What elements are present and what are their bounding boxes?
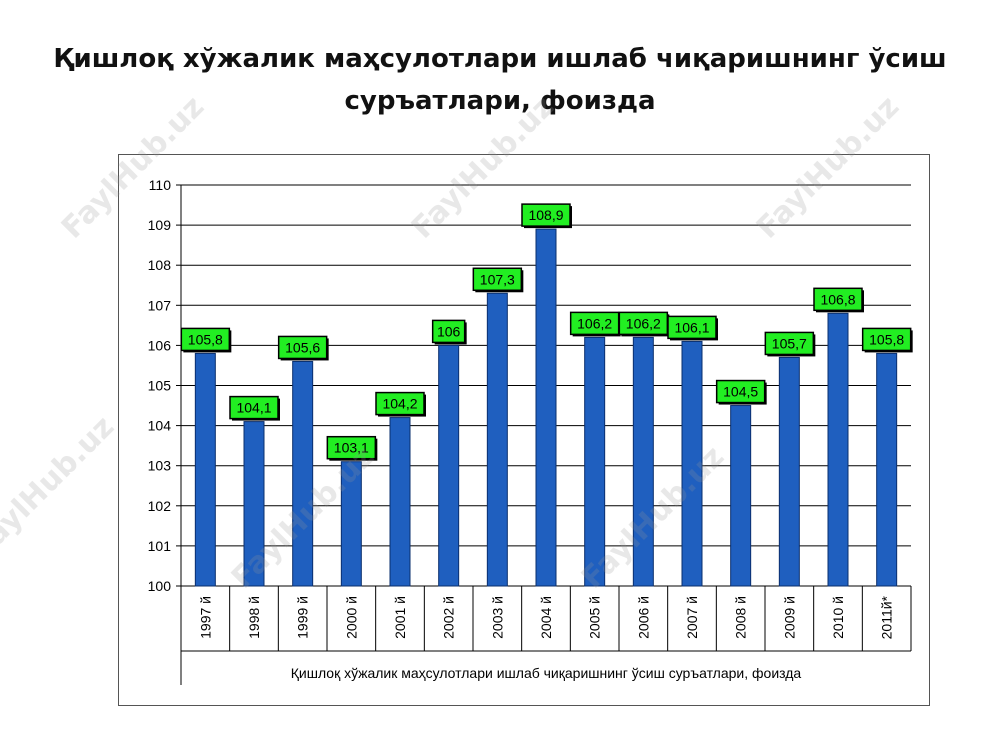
data-label: 106,8 xyxy=(820,291,855,307)
category-label: 2006 й xyxy=(635,596,651,639)
bar xyxy=(292,360,314,587)
category-label: 2001 й xyxy=(392,596,408,639)
data-label-box xyxy=(431,319,466,344)
data-label-box xyxy=(472,267,523,292)
x-axis-title: Қишлоқ хўжалик маҳсулотлари ишлаб чиқари… xyxy=(291,665,802,681)
data-label: 104,5 xyxy=(723,384,758,400)
data-label-box xyxy=(375,391,425,416)
bar xyxy=(632,336,654,587)
y-tick-label: 101 xyxy=(148,538,172,554)
data-label-box xyxy=(229,395,279,420)
category-label: 1999 й xyxy=(295,596,311,639)
category-label: 2007 й xyxy=(684,596,700,639)
bar xyxy=(876,352,898,587)
data-label-box xyxy=(667,315,717,340)
y-tick-label: 110 xyxy=(149,177,172,193)
y-tick-label: 107 xyxy=(148,297,172,313)
data-label-box xyxy=(813,287,863,312)
category-label: 2008 й xyxy=(733,596,749,639)
bar xyxy=(389,417,411,587)
category-label: 2005 й xyxy=(587,596,603,639)
data-label: 104,2 xyxy=(382,396,417,412)
data-label-box xyxy=(326,435,377,460)
y-tick-label: 106 xyxy=(148,337,172,353)
data-label: 106,2 xyxy=(577,315,612,331)
category-label: 2002 й xyxy=(441,596,457,639)
data-label: 105,8 xyxy=(869,331,904,347)
category-label: 2003 й xyxy=(489,596,505,639)
data-label-box xyxy=(764,331,815,356)
data-label: 106,1 xyxy=(674,319,709,335)
data-label: 108,9 xyxy=(528,207,563,223)
bar xyxy=(584,336,606,587)
category-label: 1998 й xyxy=(246,596,262,639)
data-label-box xyxy=(180,327,231,352)
data-label-box xyxy=(277,335,328,360)
bar xyxy=(827,312,849,587)
category-label: 2004 й xyxy=(538,596,554,639)
data-label-box xyxy=(861,327,912,352)
y-tick-label: 102 xyxy=(148,498,172,514)
chart-frame: 100 101 102 103 104 105 106 107 108 109 110 105,8 19… xyxy=(118,154,930,706)
data-label-box xyxy=(521,203,571,227)
category-label: 2009 й xyxy=(781,596,797,639)
category-label: 2000 й xyxy=(343,596,359,639)
category-label: 2010 й xyxy=(830,596,846,639)
bar xyxy=(243,421,265,587)
data-label-box xyxy=(715,379,766,404)
bar xyxy=(340,461,362,587)
data-label: 103,1 xyxy=(334,440,369,456)
data-label: 105,7 xyxy=(772,335,807,351)
y-tick-label: 109 xyxy=(148,217,172,233)
data-label: 105,6 xyxy=(285,339,320,355)
bar xyxy=(438,344,460,587)
bar xyxy=(535,228,557,587)
bar xyxy=(194,352,216,587)
y-tick-label: 108 xyxy=(148,257,172,273)
category-label: 1997 й xyxy=(197,596,213,639)
y-tick-label: 105 xyxy=(148,378,172,394)
y-tick-label: 103 xyxy=(148,458,172,474)
bar-chart: 100 101 102 103 104 105 106 107 108 109 110 105,8 19… xyxy=(148,177,913,685)
data-label: 106 xyxy=(437,323,461,339)
data-label: 105,8 xyxy=(188,331,223,347)
bar xyxy=(778,356,800,587)
data-label: 106,2 xyxy=(626,315,661,331)
data-label: 104,1 xyxy=(236,400,271,416)
watermark-text: FaylHub.uz xyxy=(0,409,122,566)
bar xyxy=(730,405,752,587)
y-tick-label: 100 xyxy=(148,578,172,594)
slide-title: Қишлоқ хўжалик маҳсулотлари ишлаб чиқари… xyxy=(53,44,947,116)
y-tick-label: 104 xyxy=(148,418,172,434)
data-label: 107,3 xyxy=(480,271,515,287)
bar xyxy=(486,292,508,587)
category-label: 2011й* xyxy=(879,595,895,639)
bar xyxy=(681,340,703,587)
